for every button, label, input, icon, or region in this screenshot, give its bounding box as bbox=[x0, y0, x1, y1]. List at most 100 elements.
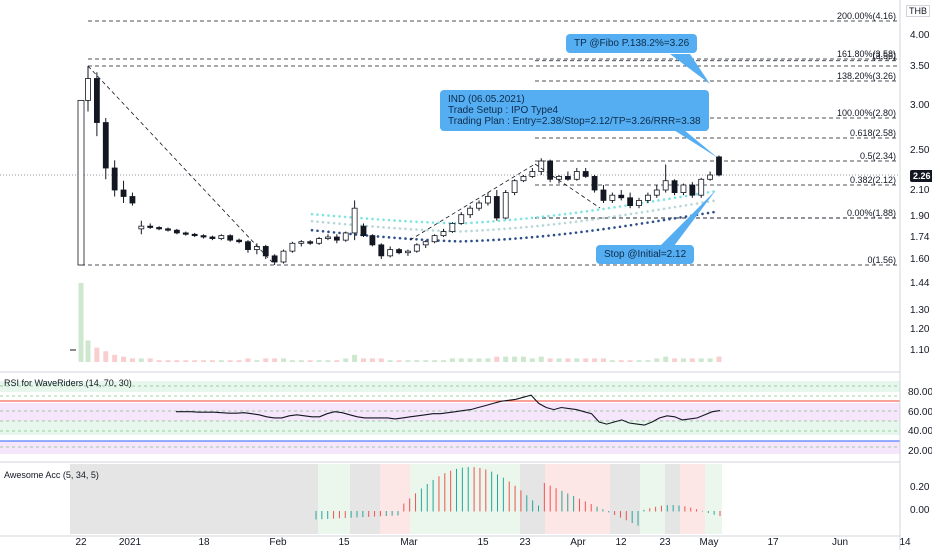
candle-body-40 bbox=[431, 235, 438, 243]
ribbon-1-dot-62 bbox=[651, 209, 655, 212]
candle-body-55 bbox=[565, 176, 571, 180]
ribbon-0-dot-64 bbox=[662, 198, 666, 201]
fib-label-7: 0.382(2.12) bbox=[850, 175, 896, 185]
ribbon-2-dot-23 bbox=[437, 239, 440, 242]
ribbon-2-dot-62 bbox=[651, 220, 655, 224]
candle-body-56 bbox=[573, 171, 580, 180]
ribbon-0-dot-7 bbox=[349, 216, 352, 219]
ribbon-2-dot-57 bbox=[624, 224, 627, 228]
volume-bar-35 bbox=[387, 360, 393, 362]
ribbon-0-dot-46 bbox=[563, 212, 567, 216]
ribbon-1-dot-61 bbox=[646, 210, 649, 213]
currency-label[interactable]: THB bbox=[906, 5, 930, 17]
ribbon-0-dot-32 bbox=[486, 220, 490, 224]
ribbon-2-dot-36 bbox=[508, 237, 512, 241]
volume-bar-30 bbox=[343, 358, 349, 362]
volume-bar-4 bbox=[112, 354, 118, 362]
ribbon-0-dot-13 bbox=[382, 218, 385, 222]
ribbon-2-dot-31 bbox=[481, 239, 484, 242]
volume-bar-71 bbox=[707, 358, 713, 362]
volume-bar-50 bbox=[520, 356, 526, 362]
ribbon-0-dot-53 bbox=[602, 207, 605, 211]
ao-title[interactable]: Awesome Acc (5, 34, 5) bbox=[4, 470, 99, 480]
fib-label-1: 161.80%(3.58) bbox=[837, 49, 896, 59]
rsi-band-low bbox=[0, 421, 900, 435]
volume-bar-2 bbox=[94, 347, 100, 362]
rsi-title[interactable]: RSI for WaveRiders (14, 70, 30) bbox=[4, 378, 132, 388]
ao-zone-7 bbox=[545, 464, 580, 534]
time-axis: 22 2021 18 Feb 15 Mar 15 23 Apr 12 23 May 17 Jun 14 bbox=[75, 537, 911, 548]
trend-line-up bbox=[409, 163, 536, 241]
fib-label-6: 0.5(2.34) bbox=[860, 151, 896, 161]
candle-body-63 bbox=[636, 199, 642, 206]
volume-bars bbox=[70, 283, 722, 362]
volume-bar-16 bbox=[218, 360, 224, 362]
stop-callout-pointer bbox=[660, 190, 716, 246]
price-axes: 4.00 3.50 3.00 2.50 2.10 1.90 1.74 1.60 1.44 1.30… bbox=[908, 30, 932, 516]
ribbon-0-dot-54 bbox=[607, 206, 611, 210]
trend-line-down bbox=[87, 65, 273, 263]
candle-body-30 bbox=[342, 232, 349, 241]
ribbon-1-dot-38 bbox=[519, 226, 523, 229]
ribbon-1-dot-66 bbox=[673, 205, 677, 209]
ribbon-0-dot-33 bbox=[492, 220, 495, 223]
ribbon-0-dot-41 bbox=[536, 215, 539, 219]
volume-bar-44 bbox=[467, 358, 473, 362]
ribbon-1-dot-52 bbox=[596, 217, 600, 221]
ribbon-2-dot-13 bbox=[382, 235, 385, 239]
candle-body-47 bbox=[493, 196, 500, 219]
ribbon-2-dot-52 bbox=[596, 228, 600, 232]
ribbon-1-dot-31 bbox=[481, 229, 484, 232]
ribbon-2-dot-45 bbox=[558, 233, 561, 236]
ao-zone-2 bbox=[350, 464, 380, 534]
rsi-line bbox=[176, 394, 721, 426]
volume-bar-31 bbox=[352, 354, 358, 362]
time-label-7: 23 bbox=[519, 537, 531, 548]
fib-label-2: (3.56) bbox=[872, 51, 896, 61]
stop-callout[interactable]: Stop @Initial=2.12 bbox=[596, 245, 695, 264]
ribbon-2-dot-59 bbox=[635, 223, 638, 226]
ribbon-1-dot-53 bbox=[602, 216, 605, 220]
ribbon-2-dot-60 bbox=[640, 222, 644, 225]
ribbon-2-dot-55 bbox=[613, 226, 616, 229]
ribbon-0-dot-23 bbox=[437, 221, 440, 225]
ribbon-0-dot-17 bbox=[404, 219, 407, 223]
volume-bar-56 bbox=[574, 358, 580, 362]
candle-body-34 bbox=[378, 244, 385, 257]
candle-body-18 bbox=[236, 239, 242, 243]
candlesticks[interactable] bbox=[77, 66, 722, 266]
volume-bar-5 bbox=[121, 356, 127, 362]
candle-body-4 bbox=[111, 167, 118, 191]
candle-body-46 bbox=[485, 196, 491, 204]
trade-plan-callout[interactable]: IND (06.05.2021) Trade Setup : IPO Type4… bbox=[440, 90, 709, 131]
candle-body-7 bbox=[138, 225, 145, 230]
ribbon-0-dot-22 bbox=[431, 221, 435, 224]
volume-bar-60 bbox=[609, 360, 615, 362]
candle-body-28 bbox=[325, 236, 331, 239]
drawing-tools bbox=[87, 54, 718, 263]
ribbon-2-dot-73 bbox=[712, 210, 715, 214]
ribbon-0-dot-42 bbox=[541, 215, 545, 218]
ribbon-0-dot-67 bbox=[679, 195, 682, 199]
candle-body-69 bbox=[689, 184, 696, 196]
last-price-badge: 2.26 bbox=[910, 170, 932, 182]
volume-bar-40 bbox=[432, 360, 438, 362]
candle-body-54 bbox=[556, 176, 562, 180]
volume-bar-27 bbox=[316, 360, 322, 362]
ao-zone-4 bbox=[410, 464, 470, 534]
volume-bar-1 bbox=[85, 340, 91, 362]
ao-zone-8 bbox=[580, 464, 610, 534]
ribbon-2-dot-21 bbox=[426, 238, 429, 242]
ribbon-0-dot-39 bbox=[525, 217, 528, 220]
price-tick-6: 1.74 bbox=[910, 232, 930, 243]
ribbon-1-dot-58 bbox=[629, 212, 633, 216]
volume-bar-59 bbox=[600, 358, 606, 362]
ao-zone-3 bbox=[380, 464, 410, 534]
volume-bar-22 bbox=[272, 358, 278, 362]
tp-callout[interactable]: TP @Fibo P.138.2%=3.26 bbox=[566, 34, 698, 53]
ribbon-0-dot-40 bbox=[530, 216, 534, 220]
ribbon-2-dot-29 bbox=[470, 239, 473, 243]
ribbon-1-dot-64 bbox=[662, 207, 666, 211]
ribbon-2-dot-33 bbox=[492, 238, 495, 242]
